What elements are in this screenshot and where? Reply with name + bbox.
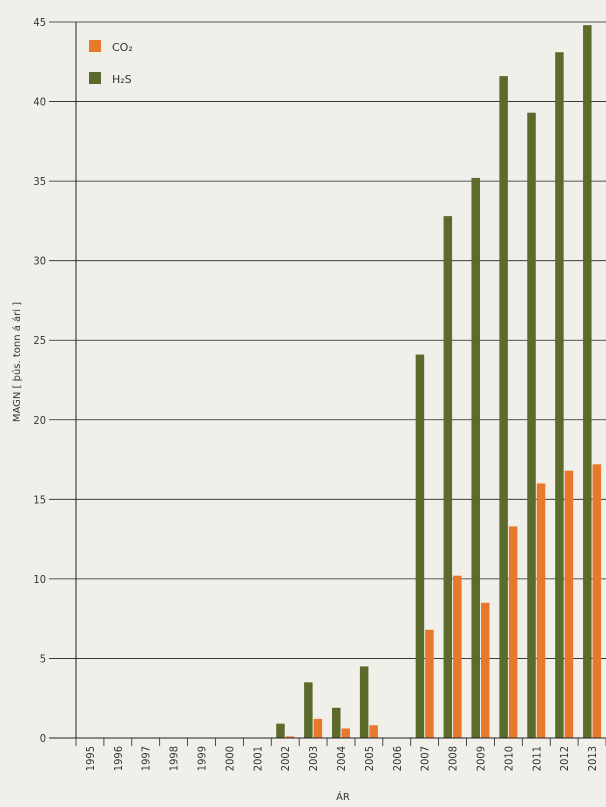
y-tick-label: 25 [33, 334, 46, 347]
bar-co2-2013 [592, 464, 602, 738]
x-tick-label: 1997 [140, 746, 153, 771]
y-tick-labels: 0 5 10 15 20 25 30 35 40 45 [33, 16, 46, 745]
y-tick-label: 15 [33, 493, 46, 506]
bar-h2s-2002 [276, 723, 285, 738]
y-axis-title: MAGN [ þús. tonn á ári ] [11, 302, 23, 422]
x-tick-label: 1995 [84, 746, 97, 771]
x-tick-label: 2007 [419, 746, 432, 771]
y-tick-label: 20 [33, 414, 46, 427]
bar-co2-2009 [480, 602, 490, 738]
bar-co2-2012 [564, 470, 574, 738]
y-tick-label: 0 [40, 732, 46, 745]
bar-co2-2003 [313, 718, 323, 738]
bars [276, 25, 602, 739]
bar-co2-2010 [508, 526, 518, 738]
bar-h2s-2012 [555, 52, 564, 739]
bar-co2-2005 [369, 725, 378, 738]
legend-swatch-co2 [89, 40, 101, 52]
x-axis-title: ÁR [336, 790, 350, 803]
gridlines [49, 21, 606, 659]
y-tick-label: 30 [33, 255, 46, 268]
axes [49, 22, 606, 746]
x-tick-labels: 1995 1996 1997 1998 1999 2000 2001 2002 2003 2004… [84, 746, 599, 771]
bar-h2s-2008 [443, 216, 453, 739]
bar-co2-2002 [285, 736, 295, 738]
bar-h2s-2005 [359, 666, 369, 738]
x-tick-label: 2005 [363, 746, 376, 771]
legend-swatch-h2s [89, 72, 101, 84]
legend: CO₂ H₂S [89, 40, 133, 86]
y-tick-label: 10 [33, 573, 46, 586]
y-tick-label: 45 [33, 16, 46, 29]
y-tick-label: 5 [40, 652, 46, 665]
x-tick-label: 2002 [279, 746, 292, 771]
x-tick-label: 1996 [112, 746, 125, 771]
bar-h2s-2011 [527, 112, 536, 738]
bar-h2s-2007 [415, 354, 425, 738]
x-tick-label: 1999 [196, 746, 209, 771]
bar-h2s-2010 [499, 76, 508, 738]
x-tick-label: 1998 [168, 746, 181, 771]
y-tick-label: 40 [33, 96, 46, 109]
x-tick-label: 2004 [335, 746, 348, 771]
bar-co2-2007 [425, 629, 434, 738]
x-tick-label: 2006 [391, 746, 404, 771]
x-tick-label: 2003 [307, 746, 320, 771]
x-tick-label: 2013 [586, 746, 599, 771]
bar-co2-2011 [536, 483, 546, 738]
x-tick-label: 2010 [502, 746, 515, 771]
x-tick-label: 2012 [558, 746, 571, 771]
bar-h2s-2003 [304, 682, 313, 738]
x-tick-label: 2009 [474, 746, 487, 771]
bar-h2s-2013 [583, 25, 592, 738]
x-tick-label: 2000 [223, 746, 236, 771]
bar-h2s-2004 [332, 707, 341, 738]
legend-label-h2s: H₂S [112, 73, 132, 86]
x-tick-label: 2011 [530, 746, 543, 771]
x-tick-label: 2008 [447, 746, 460, 771]
y-tick-label: 35 [33, 175, 46, 188]
bar-h2s-2009 [471, 177, 480, 738]
bar-co2-2004 [341, 728, 350, 738]
x-tick-label: 2001 [251, 746, 264, 771]
legend-label-co2: CO₂ [112, 41, 133, 54]
bar-co2-2008 [453, 575, 462, 738]
